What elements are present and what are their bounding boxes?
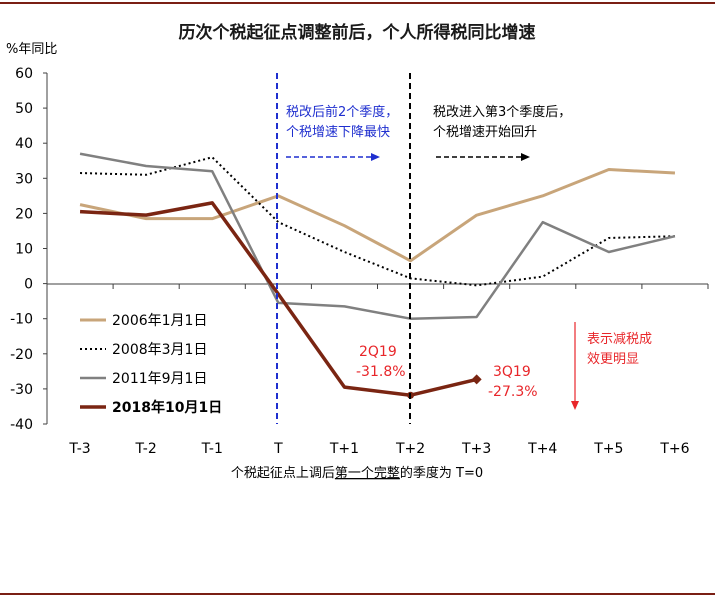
series-lines <box>79 152 676 399</box>
black-arrow-head <box>521 153 530 161</box>
y-tick-label: 10 <box>15 242 33 258</box>
y-tick-labels: -40 -30 -20 -10 0 10 20 30 40 50 60 <box>10 66 47 433</box>
x-tick-label: T-3 <box>68 441 90 457</box>
q3-label-value: -27.3% <box>488 384 538 400</box>
y-tick-label: -10 <box>10 312 33 328</box>
y-tick-label: 30 <box>15 171 33 187</box>
x-tick-label: T <box>273 441 283 457</box>
x-tick-label: T+2 <box>395 441 425 457</box>
x-tick-label: T+1 <box>329 441 359 457</box>
blue-arrow-head <box>371 153 380 161</box>
x-axis-label-part2-underlined: 第一个完整 <box>335 466 400 481</box>
legend-label-3: 2011年9月1日 <box>112 371 207 387</box>
red-note-line2: 效更明显 <box>587 352 639 367</box>
x-tick-labels: T-3 T-2 T-1 T T+1 T+2 T+3 T+4 T+5 T+6 <box>46 284 709 457</box>
black-annotation-line1: 税改进入第3个季度后， <box>433 104 571 120</box>
q2-label-period: 2Q19 <box>359 344 397 360</box>
y-axis-label: %年同比 <box>6 42 57 57</box>
red-down-arrow-head <box>571 401 579 410</box>
legend-label-2: 2008年3月1日 <box>112 342 207 358</box>
chart-title: 历次个税起征点调整前后，个人所得税同比增速 <box>179 22 536 43</box>
y-tick-label: 50 <box>15 101 33 117</box>
blue-annotation-line2: 个税增速下降最快 <box>286 125 390 140</box>
series-line-2 <box>80 156 675 287</box>
x-tick-label: T+3 <box>461 441 491 457</box>
marker-3q19 <box>471 374 482 385</box>
q2-label-value: -31.8% <box>356 364 406 380</box>
y-tick-label: -20 <box>10 347 33 363</box>
x-axis-label: 个税起征点上调后第一个完整的季度为 T=0 <box>231 465 483 481</box>
q3-label-period: 3Q19 <box>493 364 531 380</box>
y-tick-label: -40 <box>10 417 33 433</box>
legend-label-1: 2006年1月1日 <box>112 313 207 329</box>
x-tick-label: T+5 <box>593 441 623 457</box>
series-line-4 <box>79 201 478 397</box>
y-tick-label: 0 <box>24 277 33 293</box>
x-axis-label-part3: 的季度为 T=0 <box>400 465 483 481</box>
x-tick-label: T+4 <box>527 441 557 457</box>
x-tick-label: T-1 <box>201 441 223 457</box>
legend: 2006年1月1日 2008年3月1日 2011年9月1日 2018年10月1日 <box>80 313 222 416</box>
series-line-3 <box>79 152 676 320</box>
legend-label-4: 2018年10月1日 <box>112 399 222 416</box>
series-line-1 <box>79 168 676 263</box>
blue-annotation-line1: 税改后前2个季度， <box>286 104 398 120</box>
x-tick-label: T-2 <box>135 441 157 457</box>
red-note-line1: 表示减税成 <box>587 332 652 347</box>
black-annotation-line2: 个税增速开始回升 <box>433 125 537 140</box>
x-axis-label-part1: 个税起征点上调后 <box>231 466 335 481</box>
y-tick-label: 40 <box>15 136 33 152</box>
x-tick-label: T+6 <box>659 441 689 457</box>
y-tick-label: 20 <box>15 206 33 222</box>
y-tick-label: 60 <box>15 66 33 82</box>
y-tick-label: -30 <box>10 382 33 398</box>
